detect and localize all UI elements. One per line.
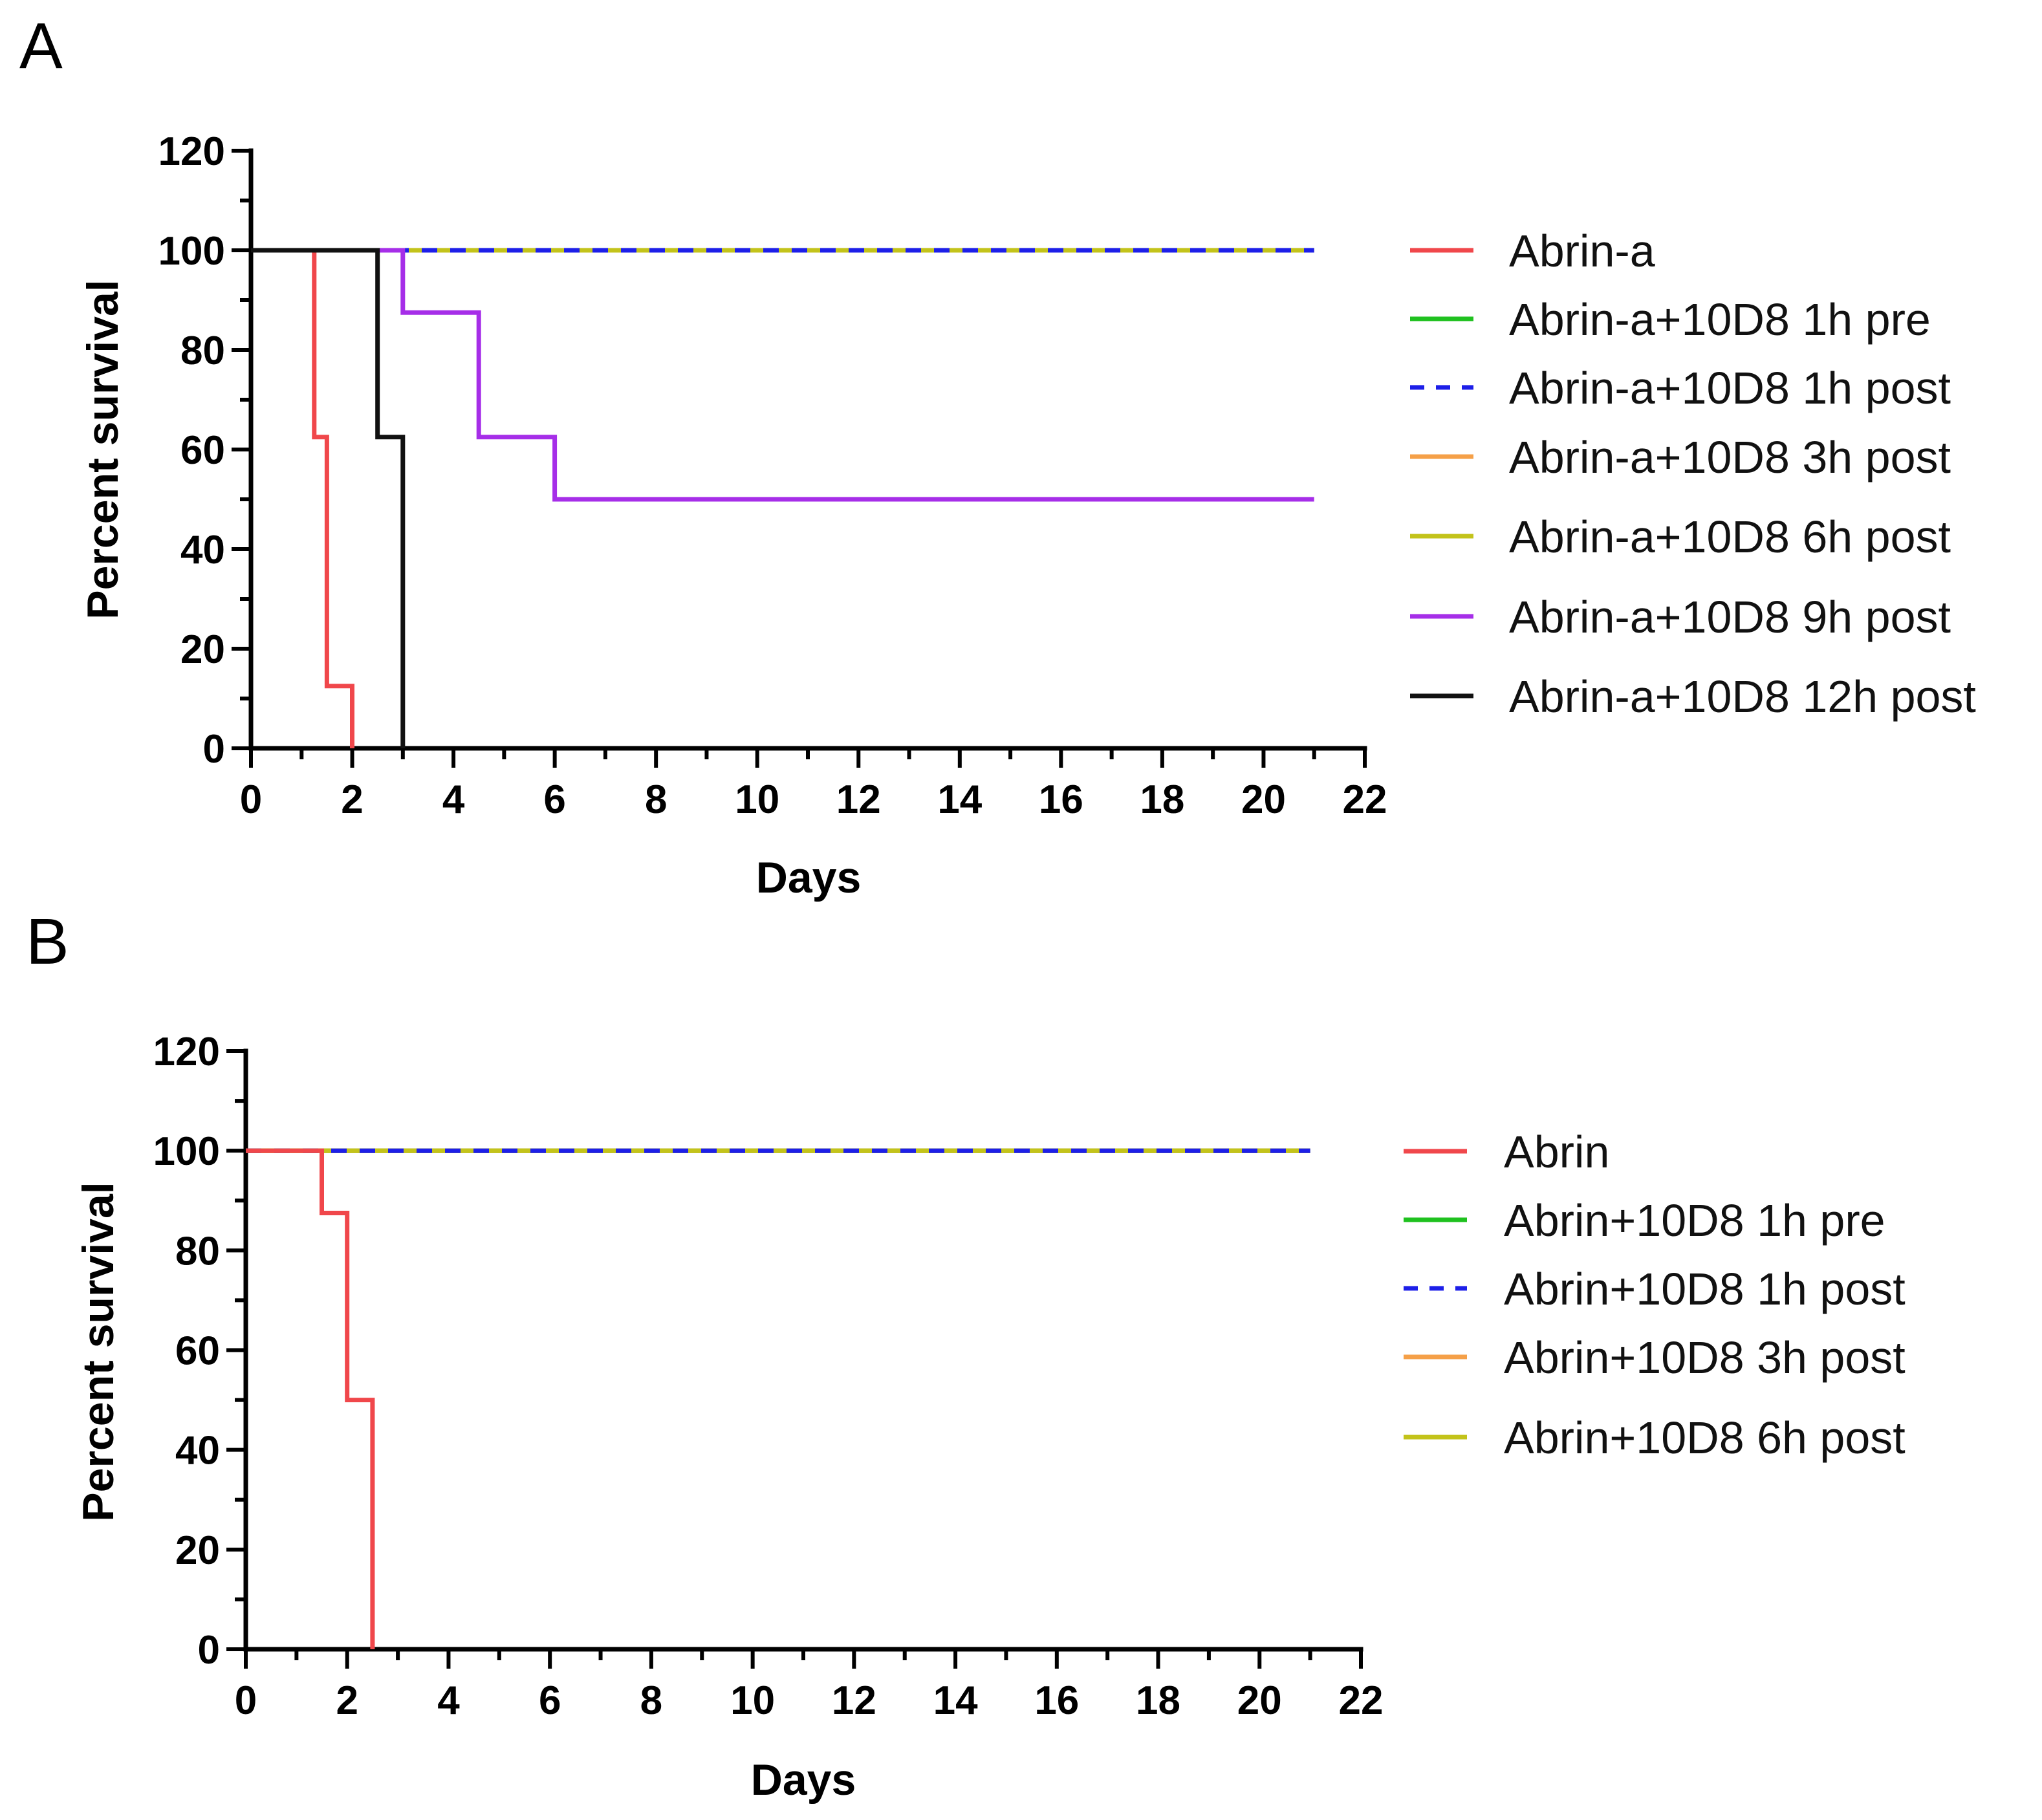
legend: Abrin-a Abrin-a+10D8 1h pre Abrin-a+10D8 1… <box>1410 226 1976 722</box>
y-tick-label: 20 <box>180 627 225 672</box>
legend-label: Abrin-a+10D8 12h post <box>1509 671 1976 722</box>
x-tick-label: 12 <box>836 777 881 822</box>
x-tick-label: 10 <box>730 1678 775 1723</box>
legend-label: Abrin-a+10D8 6h post <box>1509 512 1951 562</box>
legend-label: Abrin-a+10D8 1h post <box>1509 363 1951 413</box>
x-tick-label: 14 <box>937 777 982 822</box>
x-tick-label: 6 <box>539 1678 561 1723</box>
legend-label: Abrin+10D8 1h pre <box>1504 1195 1885 1246</box>
x-tick-label: 18 <box>1140 777 1184 822</box>
legend-label: Abrin <box>1504 1127 1609 1177</box>
x-tick-label: 14 <box>933 1678 978 1723</box>
y-tick-label: 40 <box>175 1429 220 1473</box>
panel-label: A <box>19 10 63 82</box>
series-line-abrin-a-10d8-9h-post <box>251 248 1314 502</box>
y-axis-title: Percent survival <box>78 279 127 619</box>
x-tick-label: 22 <box>1343 777 1387 822</box>
x-tick-label: 6 <box>543 777 565 822</box>
axes: 0 20 40 60 80 100 120 0 2 4 6 8 10 12 14 16 18 20 22 <box>153 1030 1384 1723</box>
x-tick-label: 0 <box>235 1678 257 1723</box>
y-tick-label: 40 <box>180 528 225 572</box>
y-tick-label: 80 <box>175 1229 220 1273</box>
series-group <box>246 1148 1310 1649</box>
legend-label: Abrin+10D8 6h post <box>1504 1413 1906 1463</box>
y-tick-label: 0 <box>198 1628 220 1673</box>
y-tick-label: 100 <box>158 229 225 274</box>
x-tick-label: 4 <box>437 1678 460 1723</box>
panel-label: B <box>26 905 69 978</box>
x-axis-title: Days <box>756 853 862 902</box>
y-tick-label: 120 <box>153 1030 220 1074</box>
y-tick-label: 60 <box>175 1329 220 1374</box>
series-line-abrin <box>246 1148 375 1649</box>
y-axis-title: Percent survival <box>74 1182 123 1521</box>
legend-label: Abrin-a+10D8 3h post <box>1509 432 1951 482</box>
x-tick-label: 8 <box>640 1678 662 1723</box>
legend-label: Abrin-a+10D8 1h pre <box>1509 294 1931 345</box>
legend-label: Abrin+10D8 1h post <box>1504 1264 1906 1314</box>
series-line-abrin-a-10d8-12h-post <box>251 248 406 748</box>
legend-label: Abrin-a <box>1509 226 1655 276</box>
x-tick-label: 16 <box>1039 777 1083 822</box>
x-tick-label: 0 <box>240 777 262 822</box>
x-tick-label: 2 <box>341 777 363 822</box>
x-tick-label: 16 <box>1034 1678 1079 1723</box>
y-tick-label: 20 <box>175 1528 220 1573</box>
legend-label: Abrin+10D8 3h post <box>1504 1332 1906 1383</box>
x-tick-label: 4 <box>442 777 465 822</box>
legend: Abrin Abrin+10D8 1h pre Abrin+10D8 1h post… <box>1404 1127 1906 1463</box>
x-tick-label: 20 <box>1241 777 1286 822</box>
x-tick-label: 12 <box>832 1678 876 1723</box>
x-tick-label: 20 <box>1237 1678 1282 1723</box>
x-axis-title: Days <box>751 1755 856 1804</box>
y-tick-label: 80 <box>180 329 225 373</box>
series-group <box>251 248 1314 748</box>
x-tick-label: 10 <box>735 777 779 822</box>
x-tick-label: 2 <box>336 1678 358 1723</box>
y-tick-label: 100 <box>153 1129 220 1174</box>
panel-a: A 0 20 40 60 80 100 120 0 2 4 6 8 10 12 14 16 18 20 22 Day… <box>19 10 1976 902</box>
y-tick-label: 60 <box>180 428 225 473</box>
y-tick-label: 0 <box>203 727 225 772</box>
y-tick-label: 120 <box>158 129 225 174</box>
legend-label: Abrin-a+10D8 9h post <box>1509 592 1951 642</box>
panel-b: B 0 20 40 60 80 100 120 0 2 4 6 8 10 12 14 16 18 20 22 Day… <box>26 905 1906 1804</box>
x-tick-label: 22 <box>1339 1678 1384 1723</box>
x-tick-label: 8 <box>645 777 667 822</box>
axes: 0 20 40 60 80 100 120 0 2 4 6 8 10 12 14 16 18 20 22 <box>158 129 1387 822</box>
x-tick-label: 18 <box>1136 1678 1180 1723</box>
